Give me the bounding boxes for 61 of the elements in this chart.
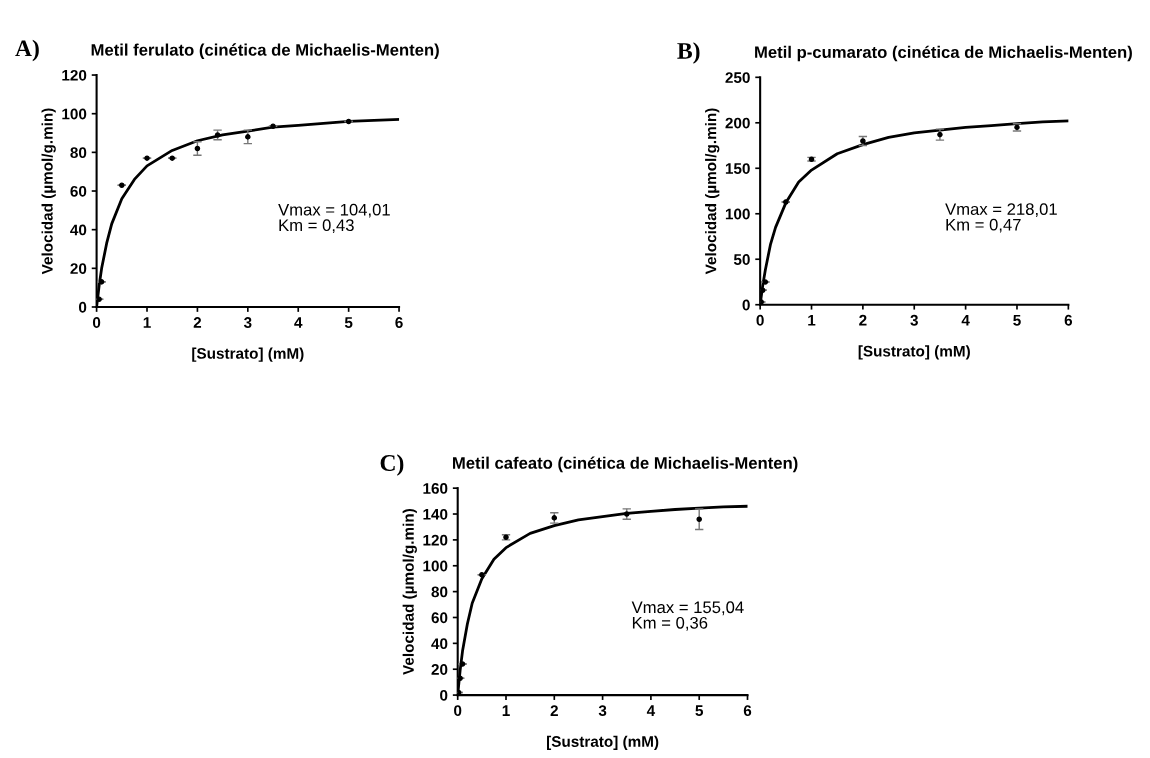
x-tick-label: 5	[695, 705, 704, 717]
x-tick-label: 4	[294, 317, 303, 328]
x-tick-label: 6	[1064, 314, 1073, 326]
text: B)	[677, 42, 700, 64]
x-tick-label: 4	[646, 705, 656, 716]
annotation: Vmax = 155,04 Km = 0,36	[631, 601, 744, 631]
y-tick-label: 200	[725, 117, 750, 129]
chart-title: Metil p-cumarato (cinética de Michaelis-Menten)	[755, 45, 1132, 62]
y-tick-label: 100	[423, 560, 448, 572]
annotation: Vmax = 104,01 Km = 0,43	[278, 203, 390, 234]
x-tick-label: 2	[859, 314, 867, 326]
annotation: Vmax = 218,01 Km = 0,47	[945, 203, 1057, 233]
y-tick-label: 160	[423, 483, 448, 494]
point	[194, 145, 201, 152]
x-tick-label: 5	[344, 317, 353, 328]
y-axis-title: Velocidad (µmol/g.min)	[705, 108, 720, 275]
y-tick-label: 50	[733, 254, 750, 265]
x-tick-label: 3	[598, 705, 607, 717]
x-tick-label: 0	[756, 314, 764, 326]
x-tick-label: 2	[193, 317, 202, 328]
x-tick-label: 5	[1013, 315, 1021, 326]
x-axis-title: [Sustrato] (mM)	[547, 735, 659, 750]
x-tick-label: 2	[550, 705, 558, 716]
x-tick-label: 1	[808, 315, 816, 326]
y-tick-label: 60	[431, 612, 448, 624]
x-tick-label: 0	[92, 317, 101, 328]
y-tick-label: 250	[725, 72, 750, 83]
y-tick-label: 120	[423, 534, 448, 546]
x-tick-label: 1	[502, 705, 510, 716]
y-tick-label: 0	[78, 301, 87, 313]
y-tick-label: 0	[440, 689, 448, 701]
text: C)	[380, 454, 404, 476]
y-tick-label: 140	[423, 508, 448, 520]
x-tick-label: 0	[454, 705, 462, 717]
y-tick-label: 0	[742, 299, 750, 311]
point	[245, 134, 251, 140]
x-tick-label: 4	[961, 315, 970, 326]
x-tick-label: 6	[743, 705, 752, 717]
y-axis-title: Velocidad (µmol/g.min)	[41, 108, 56, 275]
x-tick-label: 6	[395, 317, 403, 328]
y-tick-label: 100	[62, 108, 87, 120]
y-tick-label: 60	[70, 185, 87, 197]
x-axis-title: [Sustrato] (mM)	[858, 345, 970, 360]
x-tick-label: 3	[243, 317, 252, 328]
text: A)	[15, 39, 39, 62]
chart-title: Metil cafeato (cinética de Michaelis-Menten)	[453, 456, 798, 473]
y-tick-label: 150	[725, 163, 750, 174]
y-tick-label: 80	[70, 147, 87, 159]
x-tick-label: 1	[143, 317, 151, 328]
chart-title: Metil ferulato (cinética de Michaelis-Menten)	[91, 43, 439, 60]
y-tick-label: 20	[431, 664, 448, 675]
y-tick-label: 100	[725, 208, 750, 220]
x-axis-title: [Sustrato] (mM)	[192, 347, 304, 362]
y-tick-label: 20	[70, 263, 87, 275]
y-tick-label: 120	[62, 69, 87, 81]
y-axis-title: Velocidad (µmol/g.min)	[402, 509, 417, 675]
point	[696, 516, 702, 522]
y-tick-label: 40	[431, 638, 448, 650]
x-tick-label: 3	[910, 314, 918, 326]
y-tick-label: 80	[431, 586, 448, 598]
y-tick-label: 40	[70, 224, 87, 236]
